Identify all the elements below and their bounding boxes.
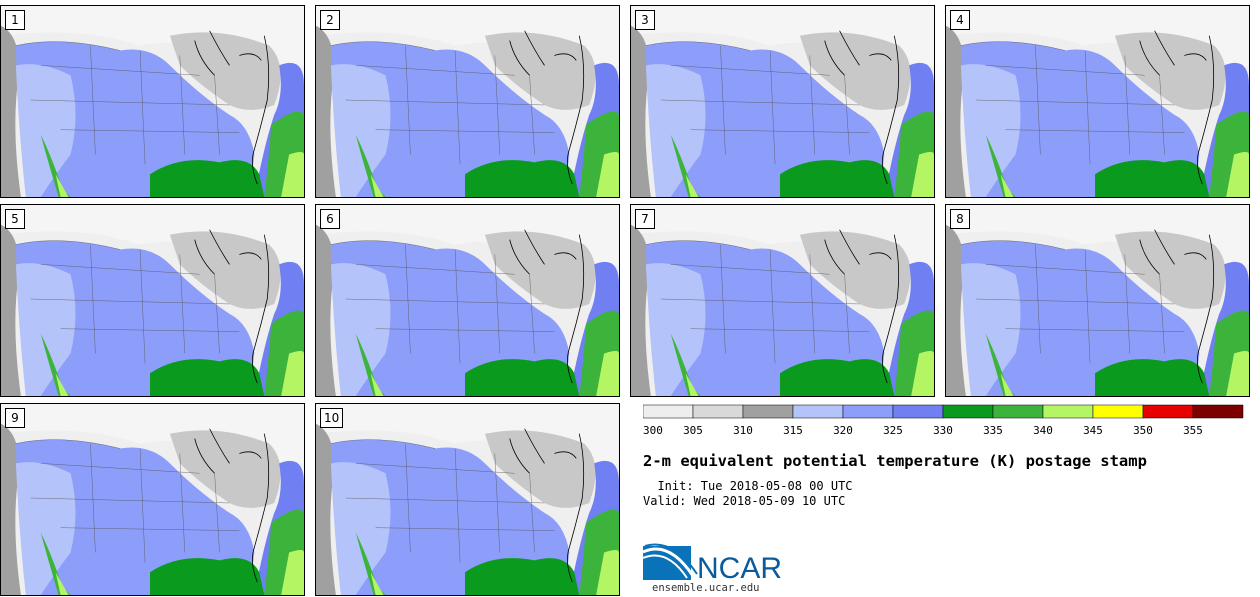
colorbar-segment: [643, 404, 694, 419]
map-panel-8: 8: [945, 204, 1250, 397]
panel-number-label: 9: [5, 408, 25, 428]
panel-number-label: 2: [320, 10, 340, 30]
colorbar-tick-label: 340: [1033, 424, 1053, 437]
colorbar-tick-label: 350: [1133, 424, 1153, 437]
panel-number-label: 4: [950, 10, 970, 30]
map-panel-1: 1: [0, 5, 305, 198]
colorbar-tick-label: 345: [1083, 424, 1103, 437]
colorbar-segment: [1042, 404, 1094, 419]
colorbar-segment: [1192, 404, 1244, 419]
map-panel-3: 3: [630, 5, 935, 198]
colorbar-segment: [792, 404, 844, 419]
colorbar-segment: [1092, 404, 1144, 419]
init-time: Init: Tue 2018-05-08 00 UTC: [643, 479, 853, 493]
map-panel-4: 4: [945, 5, 1250, 198]
panel-number-label: 8: [950, 209, 970, 229]
chart-title: 2-m equivalent potential temperature (K)…: [643, 452, 1147, 470]
colorbar-segment: [992, 404, 1044, 419]
colorbar-tick-label: 300: [643, 424, 663, 437]
map-panel-5: 5: [0, 204, 305, 397]
colorbar-tick-label: 310: [733, 424, 753, 437]
colorbar-tick-label: 305: [683, 424, 703, 437]
panel-number-label: 7: [635, 209, 655, 229]
panel-number-label: 1: [5, 10, 25, 30]
colorbar-tick-label: 325: [883, 424, 903, 437]
colorbar-segment: [1142, 404, 1194, 419]
valid-time: Valid: Wed 2018-05-09 10 UTC: [643, 494, 846, 508]
colorbar-tick-label: 315: [783, 424, 803, 437]
site-url: ensemble.ucar.edu: [652, 582, 760, 594]
colorbar-segment: [842, 404, 894, 419]
colorbar-tick-label: 335: [983, 424, 1003, 437]
map-panel-7: 7: [630, 204, 935, 397]
logo-text: NCAR: [697, 552, 782, 582]
panel-number-label: 3: [635, 10, 655, 30]
map-panel-2: 2: [315, 5, 620, 198]
colorbar-tick-label: 355: [1183, 424, 1203, 437]
map-panel-9: 9: [0, 403, 305, 596]
map-panel-6: 6: [315, 204, 620, 397]
colorbar: 300 305 310 315 320 325 330 335 340 345 350 355: [643, 404, 1244, 437]
colorbar-tick-label: 320: [833, 424, 853, 437]
panel-number-label: 5: [5, 209, 25, 229]
colorbar-segment: [942, 404, 994, 419]
colorbar-segment: [692, 404, 744, 419]
colorbar-segment: [742, 404, 794, 419]
colorbar-segment: [892, 404, 944, 419]
map-panel-10: 10: [315, 403, 620, 596]
colorbar-tick-label: 330: [933, 424, 953, 437]
ncar-logo: NCAR: [643, 543, 782, 582]
panel-number-label: 10: [320, 408, 344, 428]
panel-number-label: 6: [320, 209, 340, 229]
